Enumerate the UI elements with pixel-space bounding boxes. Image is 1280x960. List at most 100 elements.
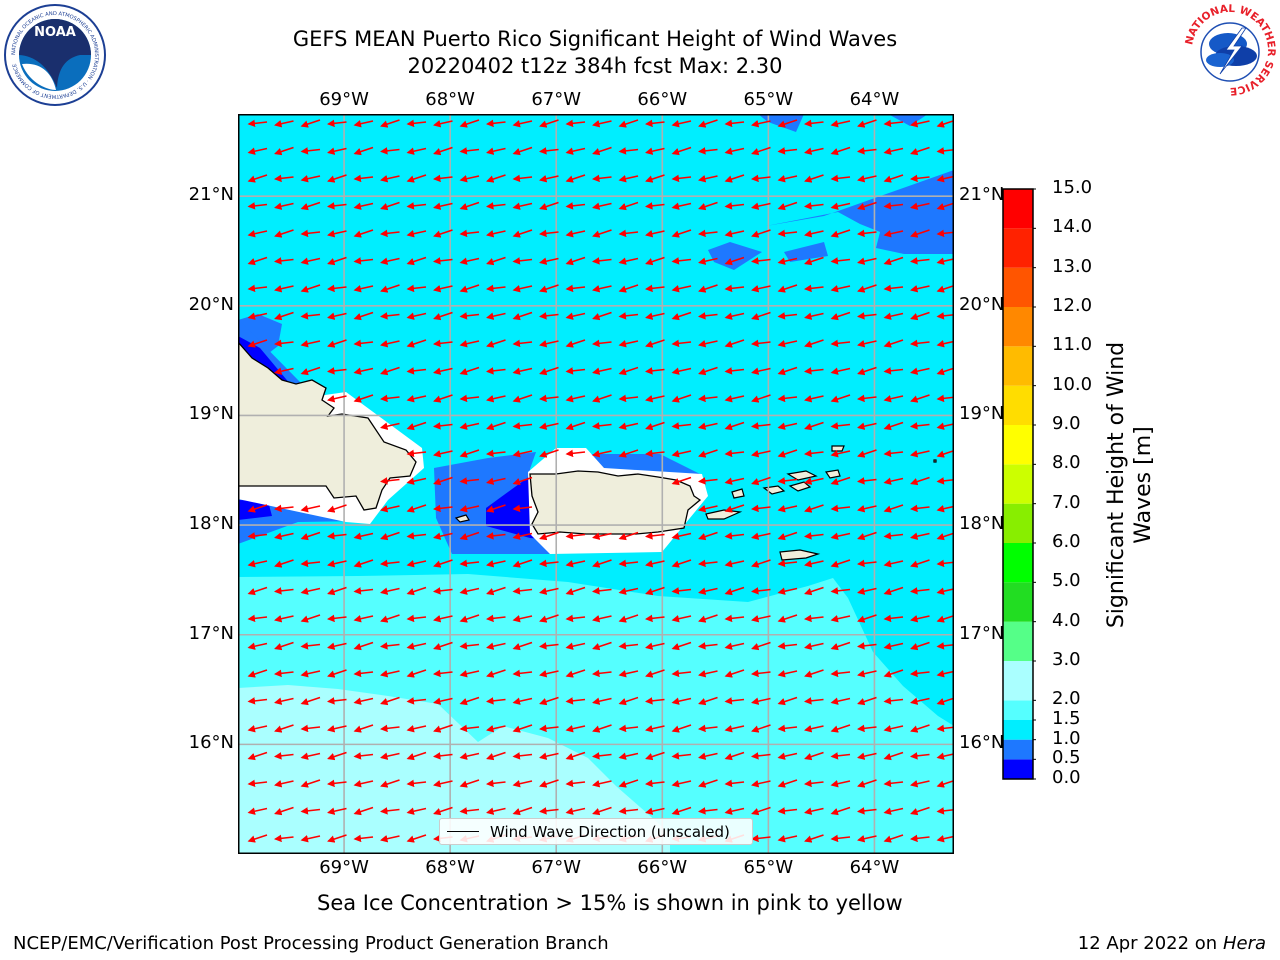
- wind-wave-arrow: [539, 531, 559, 541]
- wind-wave-arrow: [857, 394, 877, 403]
- wind-wave-arrow: [406, 725, 427, 733]
- wind-wave-arrow: [353, 587, 374, 595]
- wind-wave-arrow: [247, 586, 268, 596]
- colorbar-tick-label: 7.0: [1052, 491, 1081, 513]
- wave-contour-0.5-1.0: [708, 242, 762, 270]
- wind-wave-arrow: [830, 504, 851, 513]
- wind-wave-arrow: [724, 751, 745, 761]
- wind-wave-arrow: [645, 312, 665, 320]
- wind-wave-arrow: [300, 312, 321, 320]
- wind-wave-arrow: [698, 779, 718, 788]
- wind-wave-arrow: [618, 807, 639, 815]
- wind-wave-arrow: [433, 504, 453, 513]
- wind-wave-arrow: [857, 835, 877, 843]
- wind-wave-arrow: [380, 284, 400, 293]
- wind-wave-arrow: [618, 449, 639, 458]
- wind-wave-arrow: [910, 532, 930, 540]
- wind-wave-arrow: [671, 669, 692, 678]
- wind-wave-arrow: [804, 669, 824, 678]
- wind-wave-arrow: [883, 477, 904, 485]
- wind-wave-arrow: [539, 422, 559, 430]
- wind-wave-arrow: [698, 614, 718, 623]
- wind-wave-arrow: [433, 450, 453, 458]
- wind-wave-arrow: [300, 587, 321, 595]
- wind-wave-arrow: [910, 394, 930, 403]
- wind-wave-arrow: [459, 477, 480, 485]
- wind-wave-arrow: [565, 614, 586, 623]
- wind-wave-arrow: [751, 394, 771, 403]
- wind-wave-arrow: [592, 806, 612, 816]
- wind-wave-arrow: [300, 229, 321, 238]
- wind-wave-arrow: [327, 147, 347, 155]
- wind-wave-arrow: [910, 780, 930, 788]
- wind-wave-arrow: [830, 532, 851, 540]
- wind-wave-arrow: [618, 587, 639, 595]
- wind-wave-arrow: [592, 257, 612, 265]
- wind-wave-arrow: [592, 285, 612, 293]
- wind-wave-arrow: [247, 174, 268, 183]
- wind-wave-arrow: [857, 257, 877, 265]
- wind-wave-arrow: [645, 367, 665, 375]
- wind-wave-arrow: [910, 476, 930, 486]
- land-st-croix: [779, 549, 821, 561]
- lon-label-bottom: 69°W: [319, 857, 369, 878]
- colorbar-cells: [1003, 189, 1033, 779]
- wind-wave-arrow: [698, 119, 718, 128]
- wind-wave-arrow: [751, 120, 771, 128]
- wind-wave-arrow: [724, 339, 745, 348]
- colorbar-cell: [1003, 189, 1033, 229]
- wind-wave-arrow: [618, 119, 639, 128]
- wind-wave-arrow: [539, 449, 559, 458]
- wind-wave-arrow: [486, 339, 506, 348]
- colorbar-tick-label: 0.0: [1052, 767, 1081, 788]
- wind-wave-arrow: [592, 202, 612, 210]
- wind-wave-arrow: [406, 532, 427, 540]
- wind-wave-arrow: [857, 505, 877, 513]
- wind-wave-arrow: [592, 120, 612, 128]
- wave-contour-0.5-1.0: [584, 454, 700, 478]
- wind-wave-arrow: [486, 642, 506, 650]
- wind-wave-arrow: [671, 697, 692, 705]
- wind-wave-arrow: [539, 696, 559, 706]
- wind-wave-arrow: [380, 614, 400, 623]
- wind-wave-arrow: [459, 779, 480, 788]
- wind-wave-arrow: [883, 779, 904, 788]
- wind-wave-arrow: [406, 642, 427, 650]
- wind-wave-arrow: [247, 532, 268, 540]
- wind-wave-arrow: [274, 559, 294, 568]
- wind-wave-arrow: [565, 751, 586, 761]
- wave-contour-2.0-3.0: [238, 685, 670, 854]
- wind-wave-arrow: [671, 450, 692, 458]
- wind-wave-arrow: [777, 340, 798, 348]
- wind-wave-arrow: [512, 394, 533, 403]
- wind-wave-arrow: [512, 476, 533, 486]
- colorbar-label: Significant Height of Wind Waves [m]: [1104, 341, 1156, 629]
- lat-label-right: 20°N: [959, 293, 1005, 315]
- wind-wave-arrow: [724, 807, 745, 815]
- wind-wave-arrow: [883, 697, 904, 705]
- colorbar-cell: [1003, 739, 1033, 760]
- wind-wave-arrow: [459, 284, 480, 293]
- wind-wave-arrow: [247, 834, 268, 843]
- wind-wave-arrow: [247, 284, 268, 293]
- wind-wave-arrow: [539, 724, 559, 733]
- wind-wave-arrow: [353, 285, 374, 293]
- wind-wave-arrow: [645, 560, 665, 568]
- wind-wave-arrow: [671, 780, 692, 788]
- wind-wave-arrow: [327, 395, 347, 403]
- wind-wave-arrow: [777, 119, 798, 128]
- wind-wave-arrow: [724, 504, 745, 513]
- wind-wave-arrow: [512, 697, 533, 705]
- wind-wave-arrow: [777, 201, 798, 211]
- wind-wave-arrow: [380, 807, 400, 815]
- wind-wave-arrow: [724, 725, 745, 733]
- wind-wave-arrow: [380, 752, 400, 760]
- colorbar-cell: [1003, 700, 1033, 720]
- wind-wave-arrow: [751, 476, 771, 486]
- colorbar-cell: [1003, 346, 1033, 386]
- colorbar-cell: [1003, 621, 1033, 661]
- wind-wave-arrow: [724, 642, 745, 650]
- wind-wave-arrow: [830, 669, 851, 678]
- wind-wave-arrow: [751, 615, 771, 623]
- wind-wave-arrow: [274, 174, 294, 183]
